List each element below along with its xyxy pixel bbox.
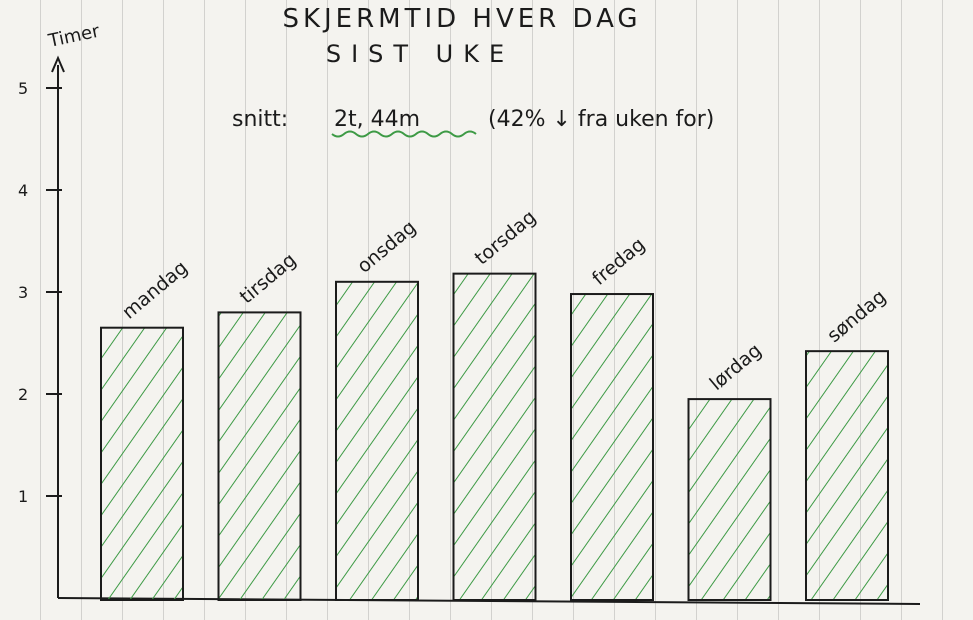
average-change-note: (42% ↓ fra uken for) — [488, 107, 714, 132]
chart-subtitle: SIST UKE — [326, 40, 514, 68]
bar-label-tirsdag: tirsdag — [236, 249, 301, 308]
bar-tirsdag — [217, 311, 302, 601]
bar-torsdag — [452, 272, 537, 601]
average-underline — [331, 130, 477, 138]
bar-onsdag — [335, 280, 419, 601]
y-ticks: 1 2 3 4 5 — [18, 79, 62, 506]
bar-label-torsdag: torsdag — [471, 206, 541, 269]
bar-label-mandag: mandag — [118, 257, 192, 324]
average-label: snitt: — [232, 107, 288, 132]
y-tick-label: 1 — [18, 487, 28, 506]
y-tick-label: 2 — [18, 385, 28, 404]
bar-lørdag — [687, 398, 772, 601]
y-tick-label: 4 — [18, 181, 28, 200]
y-tick-label: 3 — [18, 283, 28, 302]
bar-label-fredag: fredag — [588, 233, 649, 289]
bar-søndag — [805, 350, 889, 601]
bar-mandag — [100, 326, 184, 601]
bar-fredag — [570, 293, 654, 601]
bar-label-søndag: søndag — [823, 286, 890, 347]
bar-label-onsdag: onsdag — [353, 216, 420, 277]
y-axis-label: Timer — [46, 21, 102, 53]
bar-label-lørdag: lørdag — [706, 339, 766, 395]
bars — [100, 272, 889, 601]
chart-title: SKJERMTID HVER DAG — [282, 4, 641, 34]
y-tick-label: 5 — [18, 79, 28, 98]
average-value: 2t, 44m — [334, 107, 420, 132]
y-axis-arrow — [51, 55, 65, 73]
